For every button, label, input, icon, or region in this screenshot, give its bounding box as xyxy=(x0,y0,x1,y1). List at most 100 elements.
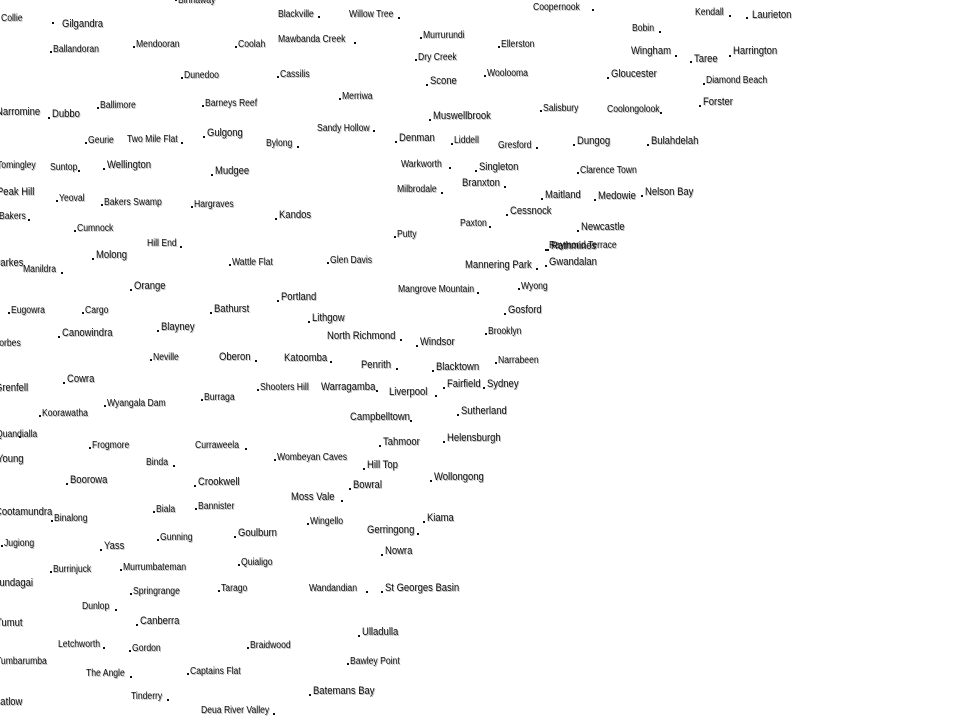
place-label-deua-river-valley: Deua River Valley xyxy=(201,705,270,716)
place-label-rathmines: Rathmines xyxy=(551,240,597,252)
place-marker-gilgandra xyxy=(52,22,54,24)
place-label-peak-hill: Peak Hill xyxy=(0,186,35,198)
place-marker-bannister xyxy=(195,508,197,510)
place-marker-liddell xyxy=(451,143,453,145)
place-label-tahmoor: Tahmoor xyxy=(383,436,420,448)
place-label-mudgee: Mudgee xyxy=(215,165,250,177)
place-label-brooklyn: Brooklyn xyxy=(488,326,522,337)
place-marker-kandos xyxy=(275,218,277,220)
place-marker-rathmines xyxy=(547,249,549,251)
place-marker-burraga xyxy=(201,399,203,401)
place-label-gerringong: Gerringong xyxy=(367,524,415,536)
place-marker-curraweela xyxy=(245,448,247,450)
place-label-paxton: Paxton xyxy=(460,218,487,229)
place-marker-boorowa xyxy=(66,483,68,485)
place-marker-neville xyxy=(150,359,152,361)
place-marker-mendooran xyxy=(133,46,135,48)
place-label-diamond-beach: Diamond Beach xyxy=(706,75,768,86)
place-label-collie: Collie xyxy=(1,13,23,24)
place-label-wyangala-dam: Wyangala Dam xyxy=(107,398,166,409)
place-label-curraweela: Curraweela xyxy=(195,440,239,451)
place-marker-kendall xyxy=(729,15,731,17)
place-marker-springrange xyxy=(130,593,132,595)
place-marker-fairfield xyxy=(443,387,445,389)
place-marker-campbelltown xyxy=(410,420,412,422)
place-marker-braidwood xyxy=(247,647,249,649)
place-marker-cowra xyxy=(63,382,65,384)
place-label-bathurst: Bathurst xyxy=(214,303,250,315)
place-marker-deua-river-valley xyxy=(273,713,275,715)
place-marker-the-angle xyxy=(130,676,132,678)
place-marker-binalong xyxy=(51,520,53,522)
place-label-hill-end: Hill End xyxy=(147,238,177,249)
place-label-forster: Forster xyxy=(703,96,733,108)
place-marker-hargraves xyxy=(191,206,193,208)
place-label-parkes: Parkes xyxy=(0,257,24,269)
place-label-liddell: Liddell xyxy=(454,135,479,146)
place-label-laurieton: Laurieton xyxy=(752,9,792,21)
place-marker-milbrodale xyxy=(441,192,443,194)
place-label-goulburn: Goulburn xyxy=(238,527,277,539)
place-label-hargraves: Hargraves xyxy=(194,199,234,210)
place-label-ulladulla: Ulladulla xyxy=(362,626,399,638)
place-label-woolooma: Woolooma xyxy=(487,68,528,79)
place-marker-merriwa xyxy=(339,98,341,100)
place-marker-harrington xyxy=(729,55,731,57)
place-label-bowral: Bowral xyxy=(353,479,382,491)
place-label-cowra: Cowra xyxy=(67,373,95,385)
place-label-medowie: Medowie xyxy=(598,190,636,202)
place-label-coolah: Coolah xyxy=(238,39,266,50)
place-label-oberon: Oberon xyxy=(219,351,251,363)
place-marker-yeoval xyxy=(56,200,58,202)
place-label-shooters-hill: Shooters Hill xyxy=(260,382,309,393)
place-label-burrinjuck: Burrinjuck xyxy=(53,564,92,575)
place-marker-wollongong xyxy=(430,480,432,482)
place-label-barneys-reef: Barneys Reef xyxy=(205,98,258,109)
place-label-katoomba: Katoomba xyxy=(284,352,328,364)
place-label-helensburgh: Helensburgh xyxy=(447,432,501,444)
place-label-geurie: Geurie xyxy=(88,135,114,146)
place-marker-binda xyxy=(173,465,175,467)
place-label-gosford: Gosford xyxy=(508,304,542,316)
place-label-lithgow: Lithgow xyxy=(312,312,345,324)
place-label-burraga: Burraga xyxy=(204,392,235,403)
place-marker-coolah xyxy=(235,46,237,48)
place-marker-lithgow xyxy=(308,321,310,323)
place-label-bylong: Bylong xyxy=(266,138,293,149)
place-label-ballimore: Ballimore xyxy=(100,100,136,111)
place-label-willow-tree: Willow Tree xyxy=(349,9,394,20)
place-label-young: Young xyxy=(0,453,24,465)
place-label-murrumbateman: Murrumbateman xyxy=(123,562,187,573)
place-marker-coopernook xyxy=(592,9,594,11)
place-marker-wattle-flat xyxy=(229,264,231,266)
place-marker-maitland xyxy=(541,198,543,200)
place-marker-quialigo xyxy=(238,564,240,566)
place-label-springrange: Springrange xyxy=(133,586,180,597)
place-marker-narrabeen xyxy=(495,362,497,364)
place-marker-sutherland xyxy=(457,414,459,416)
place-label-batlow: Batlow xyxy=(0,696,23,708)
place-label-wyong: Wyong xyxy=(521,281,548,292)
place-marker-tinderry xyxy=(167,699,169,701)
place-marker-oberon xyxy=(255,360,257,362)
place-marker-cassilis xyxy=(277,76,279,78)
place-marker-wyong xyxy=(518,288,520,290)
place-marker-medowie xyxy=(594,199,596,201)
place-label-salisbury: Salisbury xyxy=(543,103,579,114)
place-label-north-richmond: North Richmond xyxy=(327,330,396,342)
place-label-milbrodale: Milbrodale xyxy=(397,184,437,195)
place-marker-wandandian xyxy=(366,591,368,593)
place-marker-warragamba xyxy=(376,390,378,392)
place-marker-liverpool xyxy=(435,395,437,397)
place-marker-wyangala-dam xyxy=(104,405,106,407)
place-label-canberra: Canberra xyxy=(140,615,180,627)
place-marker-quandialla xyxy=(19,436,21,438)
place-marker-st-georges-basin xyxy=(381,591,383,593)
place-label-mannering-park: Mannering Park xyxy=(465,259,532,271)
place-label-nowra: Nowra xyxy=(385,545,413,557)
place-marker-ulladulla xyxy=(358,635,360,637)
place-label-cumnock: Cumnock xyxy=(77,223,114,234)
place-label-murrurundi: Murrurundi xyxy=(423,30,465,41)
place-marker-mannering-park xyxy=(536,268,538,270)
